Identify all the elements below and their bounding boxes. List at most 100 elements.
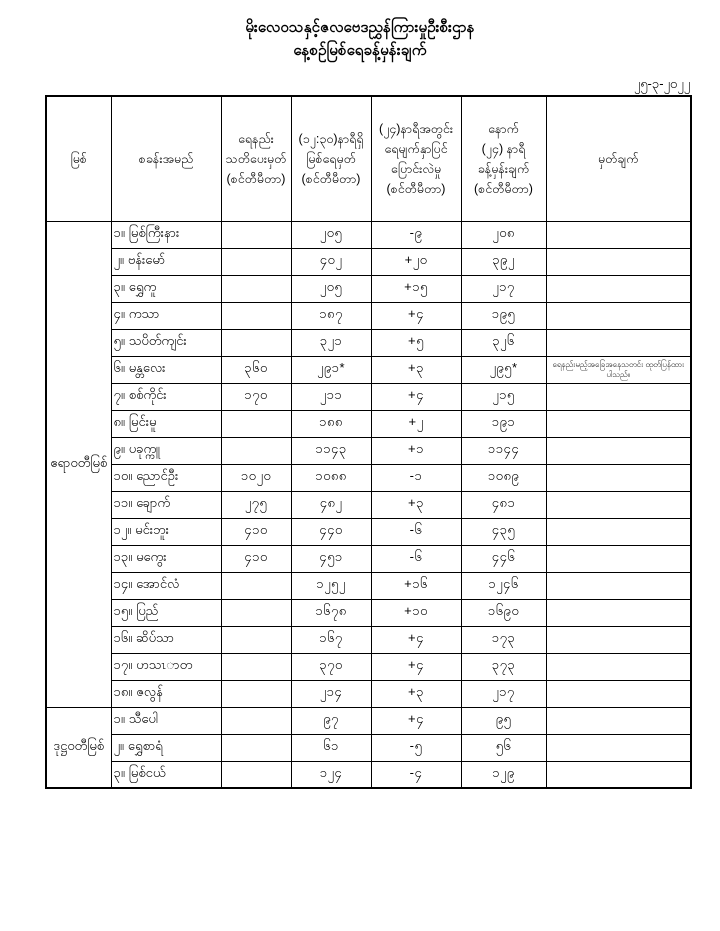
water-level-cell: ၂၀၅: [290, 220, 372, 249]
forecast-24h-cell: ၅၆: [460, 733, 547, 762]
remark-cell: [545, 706, 692, 735]
remark-cell: [545, 301, 692, 330]
header-line: (စင်တီမီတာ): [226, 171, 286, 186]
change-24h-cell: +၄: [370, 382, 462, 411]
station-number: ၆။: [113, 360, 125, 375]
station-name: ပခုက္ကူ: [128, 441, 160, 456]
forecast-24h-cell: ၁၂၉: [460, 760, 547, 789]
station-name-cell: ၂။ ဗန်းမော်: [110, 247, 222, 276]
remark-cell: ရေနည်းမည့်အခြေအနေသတင်း ထုတ်ပြန်ထားပါသည်။: [545, 355, 692, 384]
change-24h-cell: -၆: [370, 544, 462, 573]
warning-level-cell: [220, 220, 292, 249]
header-line: နောက်: [488, 121, 519, 136]
station-name-cell: ၄။ ကသာ: [110, 301, 222, 330]
forecast-24h-cell: ၃၂၆: [460, 328, 547, 357]
station-name-cell: ၁၀။ ညောင်ဦး: [110, 463, 222, 492]
station-number: ၈။: [113, 414, 125, 429]
table-row: ၂။ ရွှေစာရံ ၆၁ -၅ ၅၆: [46, 733, 692, 762]
forecast-24h-cell: ၁၆၉၀: [460, 598, 547, 627]
header-change-24h: (၂၄)နာရီအတွင်း ရေမျက်နှာပြင် ပြောင်းလဲမှု (…: [370, 95, 462, 222]
station-name-cell: ၁။ သီပေါ: [110, 706, 222, 735]
header-line: (၁၂:၃၀)နာရီရှိ: [298, 131, 364, 146]
table-header: မြစ် စခန်းအမည် ရေနည်း သတိပေးမှတ် (စင်တီမီတာ)…: [45, 95, 692, 222]
change-24h-cell: +၃: [370, 490, 462, 519]
table-body: ဧရာဝတီမြစ် ၁။ မြစ်ကြီးနား ၂၀၅ -၉ ၂၀၈ ၂။ ဗန်းမော…: [45, 220, 692, 789]
station-name-cell: ၁၄။ အောင်လံ: [110, 571, 222, 600]
table-row: ၁၈။ ဇလွန် ၂၁၄ +၃ ၂၁၇: [46, 679, 692, 708]
station-name: သီပေါ: [128, 711, 159, 726]
header-line: သတိပေးမှတ်: [225, 151, 287, 166]
water-level-cell: ၃၇၀: [290, 652, 372, 681]
remark-cell: [545, 220, 692, 249]
header-remark: မှတ်ချက်: [545, 95, 692, 222]
station-number: ၅။: [113, 333, 125, 348]
station-name: ပြည်: [136, 603, 159, 618]
water-level-cell: ၂၁၄: [290, 679, 372, 708]
forecast-24h-cell: ၂၉၅*: [460, 355, 547, 384]
change-24h-cell: +၄: [370, 625, 462, 654]
river-name-cell: ဒုဋ္ဌဝတီမြစ်: [45, 706, 112, 789]
station-name: မကွေး: [136, 549, 167, 564]
remark-cell: [545, 382, 692, 411]
forecast-24h-cell: ၄၈၁: [460, 490, 547, 519]
header-water-level: (၁၂:၃၀)နာရီရှိ မြစ်ရေမှတ် (စင်တီမီတာ): [290, 95, 372, 222]
station-name: ဟသၤာတ: [136, 657, 193, 672]
water-level-cell: ၁၈၇: [290, 301, 372, 330]
warning-level-cell: [220, 706, 292, 735]
remark-cell: [545, 760, 692, 789]
water-level-cell: ၄၀၂: [290, 247, 372, 276]
water-level-cell: ၂၀၅: [290, 274, 372, 303]
table-row: ၅။ သပိတ်ကျင်း ၃၂၁ +၅ ၃၂၆: [46, 328, 692, 357]
forecast-24h-cell: ၁၇၃: [460, 625, 547, 654]
table-row: ၃။ မြစ်ငယ် ၁၂၄ -၄ ၁၂၉: [46, 760, 692, 789]
forecast-24h-cell: ၂၀၈: [460, 220, 547, 249]
station-number: ၂။: [113, 738, 124, 753]
station-number: ၂။: [113, 252, 124, 267]
header-line: မြစ်: [70, 151, 87, 166]
water-level-cell: ၄၈၂: [290, 490, 372, 519]
station-name-cell: ၁၇။ ဟသၤာတ: [110, 652, 222, 681]
station-name-cell: ၃။ ရွှေကူ: [110, 274, 222, 303]
station-name-cell: ၁၅။ ပြည်: [110, 598, 222, 627]
warning-level-cell: ၄၁၀: [220, 517, 292, 546]
forecast-24h-cell: ၁၁၄၄: [460, 436, 547, 465]
water-level-cell: ၄၅၁: [290, 544, 372, 573]
station-number: ၇။: [113, 387, 125, 402]
station-number: ၁၈။: [113, 684, 133, 699]
river-forecast-table: မြစ် စခန်းအမည် ရေနည်း သတိပေးမှတ် (စင်တီမီတာ)…: [45, 95, 692, 789]
station-name: ကသာ: [128, 306, 160, 321]
change-24h-cell: +၁: [370, 436, 462, 465]
station-number: ၁။: [113, 225, 125, 240]
header-line: စခန်းအမည်: [138, 151, 194, 166]
warning-level-cell: [220, 436, 292, 465]
document-header: မိုးလေဝသနှင့်ဇလဗေဒညွှန်ကြားမှုဦးစီးဌာန န…: [0, 16, 720, 63]
water-level-cell: ၁၂၄: [290, 760, 372, 789]
forecast-24h-cell: ၃၉၂: [460, 247, 547, 276]
remark-cell: [545, 652, 692, 681]
table-row: ၁၁။ ချောက် ၂၇၅ ၄၈၂ +၃ ၄၈၁: [46, 490, 692, 519]
station-name: အောင်လံ: [136, 576, 180, 591]
header-line: ပြောင်းလဲမှု: [390, 161, 442, 176]
station-name: မြင်းမူ: [128, 414, 157, 429]
header-line: (၂၄) နာရီ: [481, 141, 526, 156]
remark-cell: [545, 490, 692, 519]
department-title: မိုးလေဝသနှင့်ဇလဗေဒညွှန်ကြားမှုဦးစီးဌာန: [245, 19, 475, 36]
station-number: ၁၂။: [113, 522, 132, 537]
remark-cell: [545, 571, 692, 600]
header-row: မြစ် စခန်းအမည် ရေနည်း သတိပေးမှတ် (စင်တီမီတာ)…: [45, 95, 692, 222]
water-level-cell: ၁၂၅၂: [290, 571, 372, 600]
warning-level-cell: ၃၆၀: [220, 355, 292, 384]
table-row: ၂။ ဗန်းမော် ၄၀၂ +၂၀ ၃၉၂: [46, 247, 692, 276]
station-name: ရွှေကူ: [128, 279, 157, 294]
header-line: ရေမျက်နှာပြင်: [384, 141, 448, 156]
warning-level-cell: [220, 274, 292, 303]
forecast-24h-cell: ၃၇၃: [460, 652, 547, 681]
change-24h-cell: +၂: [370, 409, 462, 438]
table-row: ၁၆။ ဆိပ်သာ ၁၆၇ +၄ ၁၇၃: [46, 625, 692, 654]
header-warning-level: ရေနည်း သတိပေးမှတ် (စင်တီမီတာ): [220, 95, 292, 222]
remark-cell: [545, 598, 692, 627]
station-number: ၁၇။: [113, 657, 133, 672]
header-station-name: စခန်းအမည်: [110, 95, 222, 222]
warning-level-cell: ၁၀၂၀: [220, 463, 292, 492]
warning-level-cell: [220, 760, 292, 789]
